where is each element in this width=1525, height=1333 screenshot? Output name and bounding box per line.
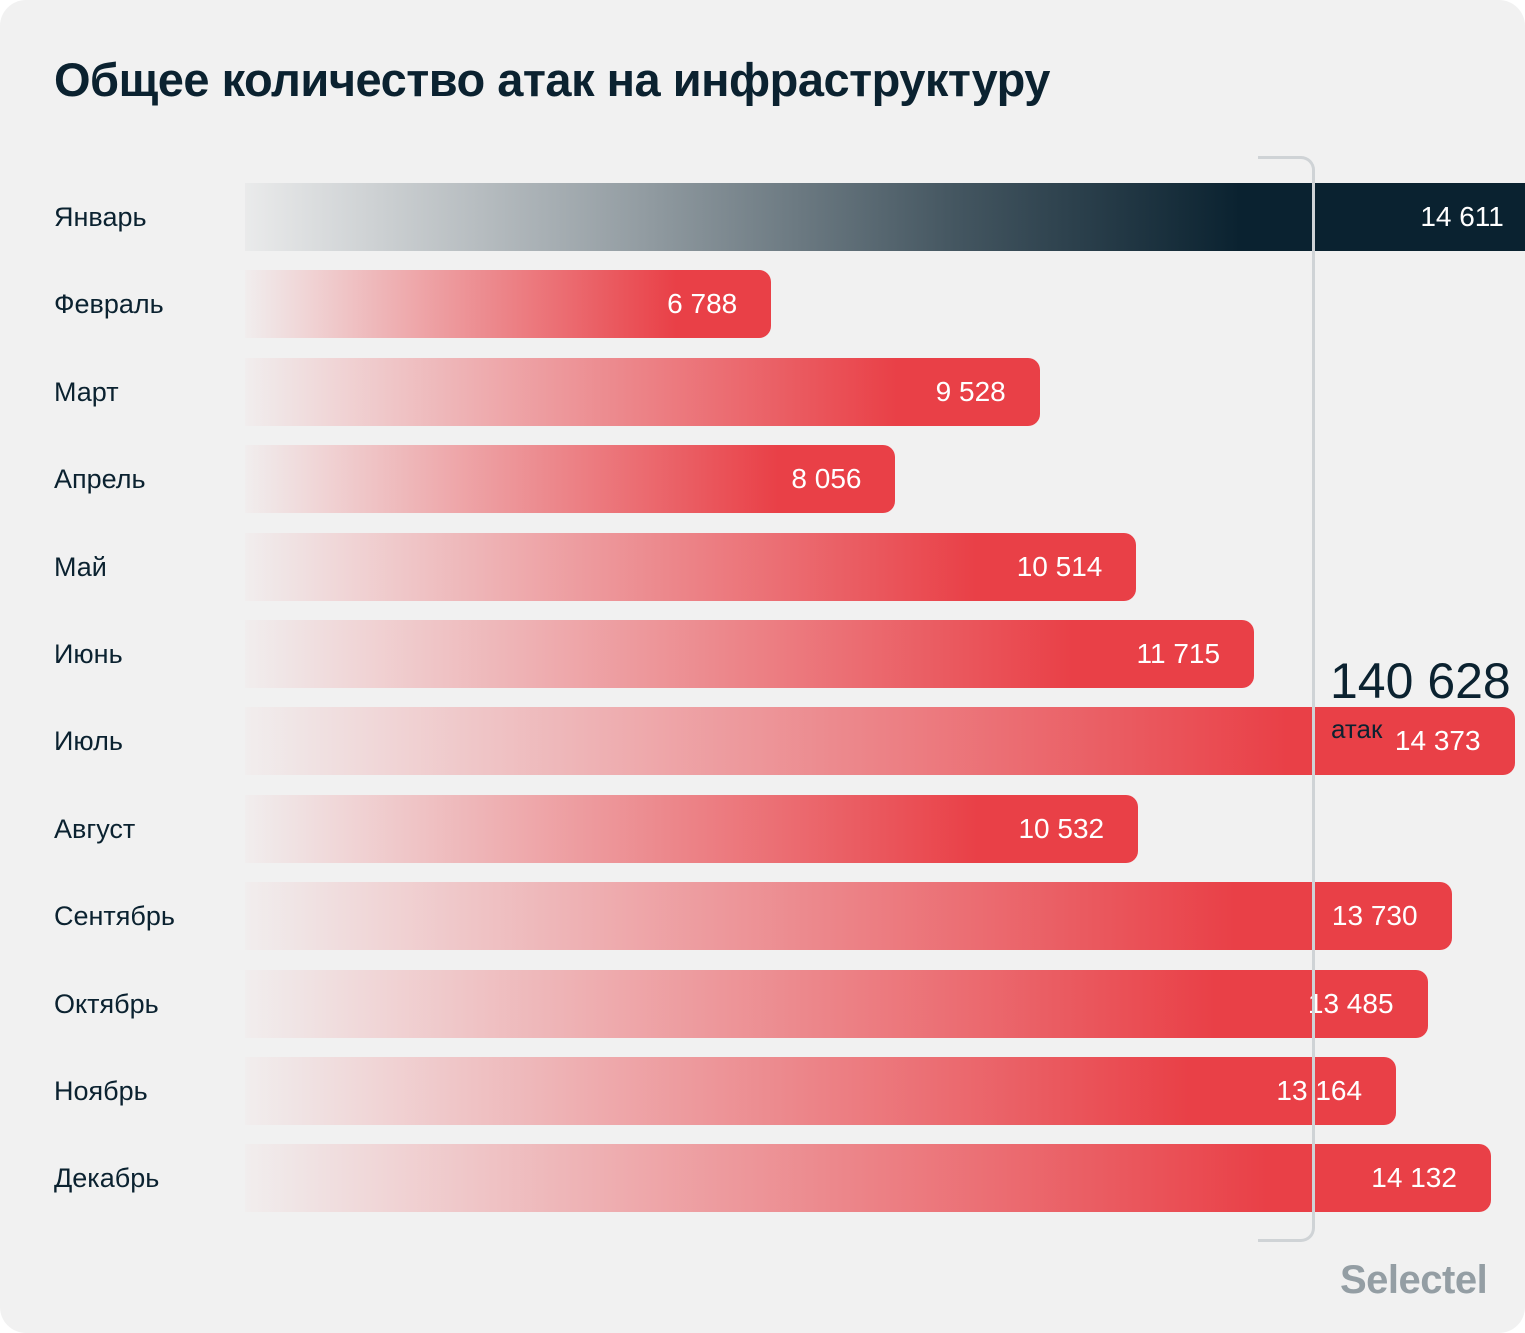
bar: 10 514 <box>245 532 1137 601</box>
bar-value-label: 13 485 <box>1307 987 1394 1019</box>
bar-value-label: 6 788 <box>667 288 738 320</box>
category-label: Июль <box>54 726 123 757</box>
bar: 14 132 <box>245 1144 1491 1213</box>
bar: 14 611 <box>245 183 1525 251</box>
bar-value-label: 9 528 <box>935 375 1006 407</box>
category-label: Декабрь <box>54 1163 160 1194</box>
category-label: Октябрь <box>54 988 159 1019</box>
bar-value-label: 13 730 <box>1331 900 1418 932</box>
total-value: 140 628 <box>1330 653 1511 709</box>
bar: 6 788 <box>245 270 772 339</box>
bar-value-label: 13 164 <box>1276 1075 1363 1106</box>
bar-value-label: 10 514 <box>1016 550 1103 582</box>
bar: 10 532 <box>245 794 1139 863</box>
total-bracket <box>1258 156 1315 1242</box>
bar-value-label: 10 532 <box>1018 812 1105 844</box>
category-label: Январь <box>54 202 147 232</box>
bar: 8 056 <box>245 445 896 514</box>
bar-value-label: 14 611 <box>1420 201 1504 232</box>
category-label: Март <box>54 376 119 407</box>
bar: 13 164 <box>245 1057 1397 1125</box>
total-unit: атак <box>1331 714 1383 744</box>
category-label: Май <box>54 551 107 582</box>
selectel-logo: Selectel <box>1340 1258 1488 1302</box>
bar-value-label: 14 373 <box>1394 725 1481 757</box>
chart-title: Общее количество атак на инфраструктуру <box>54 53 1050 106</box>
bar: 13 485 <box>245 969 1428 1038</box>
bar: 11 715 <box>245 620 1255 688</box>
bar: 13 730 <box>245 882 1452 951</box>
category-label: Сентябрь <box>54 901 175 932</box>
category-label: Ноябрь <box>54 1076 148 1106</box>
category-label: Август <box>54 813 136 844</box>
category-label: Февраль <box>54 289 164 320</box>
bar-value-label: 14 132 <box>1371 1162 1457 1194</box>
bar: 9 528 <box>245 357 1040 426</box>
bar: 14 373 <box>245 707 1515 776</box>
category-label: Июнь <box>54 639 123 669</box>
bar-value-label: 11 715 <box>1136 638 1221 669</box>
bar-value-label: 8 056 <box>791 463 862 495</box>
category-label: Апрель <box>54 464 146 495</box>
